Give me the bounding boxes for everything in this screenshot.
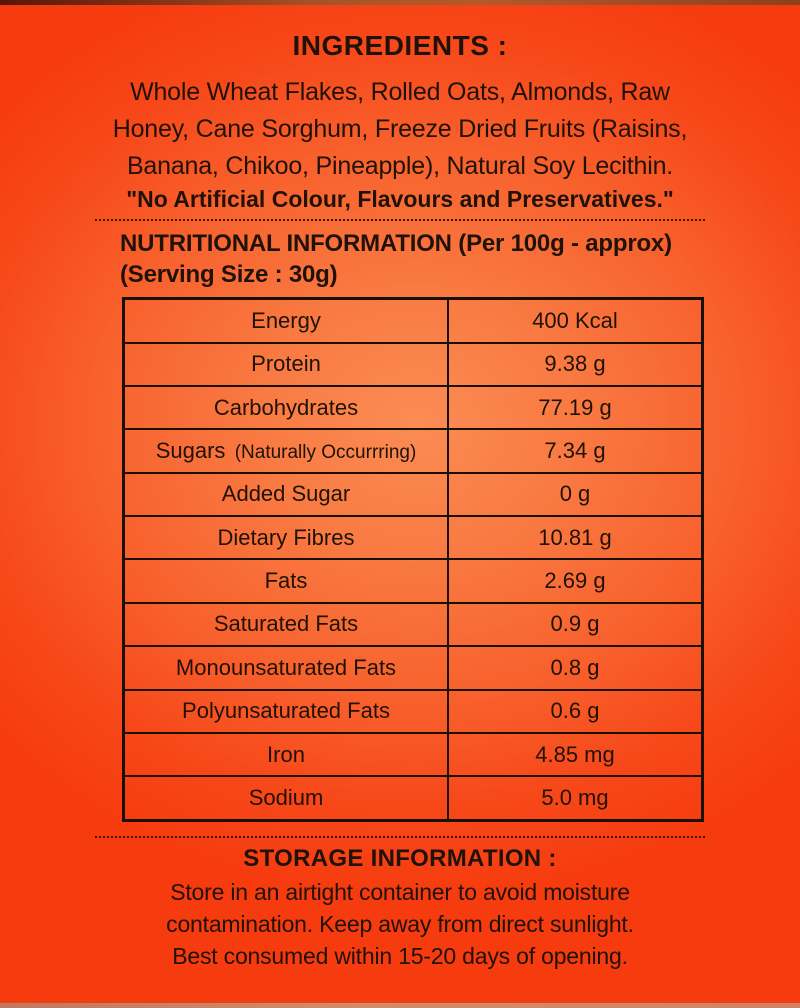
nutrient-label-note: (Naturally Occurrring) (229, 442, 417, 464)
nutrient-label: Carbohydrates (213, 394, 359, 420)
nutrient-label: Sugars (155, 438, 226, 464)
nutrient-label-cell: Polyunsaturated Fats (122, 688, 449, 734)
nutrient-label: Fats (264, 568, 308, 594)
nutrient-value-cell: 9.38 g (447, 341, 704, 388)
nutrition-table-body: Energy 400 Kcal Protein 9.38 g Carbohydr… (122, 297, 704, 822)
nutrient-value-cell: 0.8 g (447, 645, 704, 691)
dotted-divider (95, 836, 705, 838)
ingredients-line: Banana, Chikoo, Pineapple), Natural Soy … (126, 152, 674, 180)
nutrient-label: Polyunsaturated Fats (182, 698, 390, 724)
ingredients-heading: INGREDIENTS : (292, 30, 508, 61)
nutrient-label-cell: Monounsaturated Fats (122, 645, 449, 691)
no-additives-claim: "No Artificial Colour, Flavours and Pres… (126, 186, 674, 212)
nutrient-value-cell: 2.69 g (447, 558, 704, 604)
nutrient-label: Added Sugar (221, 481, 351, 507)
nutrient-label-cell: Carbohydrates (122, 384, 449, 431)
nutrient-label-cell: Iron (122, 731, 449, 778)
nutrient-label: Energy (251, 307, 321, 333)
storage-line: Store in an airtight container to avoid … (170, 879, 630, 905)
nutrient-label-cell: Dietary Fibres (122, 515, 449, 561)
nutrient-label: Protein (251, 351, 321, 377)
nutrient-label-cell: Sodium (122, 775, 449, 822)
ingredients-line: Honey, Cane Sorghum, Freeze Dried Fruits… (112, 115, 688, 143)
dotted-divider (95, 219, 705, 221)
table-row: Dietary Fibres 10.81 g (122, 515, 704, 561)
nutrient-value-cell: 0.9 g (447, 601, 704, 648)
nutrient-value-cell: 0 g (447, 471, 704, 518)
nutrient-label: Monounsaturated Fats (175, 654, 397, 680)
nutrient-label-cell: Protein (122, 341, 449, 388)
storage-line: contamination. Keep away from direct sun… (166, 911, 634, 937)
top-edge-strip (0, 0, 800, 5)
nutrient-value-cell: 400 Kcal (447, 297, 704, 344)
ingredients-line: Whole Wheat Flakes, Rolled Oats, Almonds… (130, 78, 670, 106)
nutrient-label-cell: Fats (122, 558, 449, 604)
storage-heading: STORAGE INFORMATION : (243, 845, 557, 872)
nutrition-heading-line1: NUTRITIONAL INFORMATION (Per 100g - appr… (120, 230, 672, 257)
nutrient-label-cell: Sugars (Naturally Occurrring) (122, 428, 449, 474)
nutrient-label-cell: Energy (122, 297, 449, 344)
nutrient-label-cell: Saturated Fats (122, 601, 449, 648)
table-row: Monounsaturated Fats 0.8 g (122, 645, 704, 691)
table-row: Protein 9.38 g (122, 341, 704, 388)
nutrient-value-cell: 10.81 g (447, 515, 704, 561)
nutrition-heading-line2: (Serving Size : 30g) (120, 261, 338, 288)
nutrient-label: Iron (267, 741, 305, 767)
nutrient-label-cell: Added Sugar (122, 471, 449, 518)
nutrition-table: Energy 400 Kcal Protein 9.38 g Carbohydr… (122, 297, 704, 822)
nutrient-label: Sodium (248, 785, 324, 811)
table-row: Saturated Fats 0.9 g (122, 601, 704, 648)
table-row: Fats 2.69 g (122, 558, 704, 604)
nutrient-value-cell: 0.6 g (447, 688, 704, 734)
table-row: Added Sugar 0 g (122, 471, 704, 518)
nutrient-label: Dietary Fibres (217, 524, 355, 550)
nutrient-value-cell: 4.85 mg (447, 731, 704, 778)
table-row: Sugars (Naturally Occurrring) 7.34 g (122, 428, 704, 474)
bottom-edge-strip (0, 1003, 800, 1008)
table-row: Sodium 5.0 mg (122, 775, 704, 822)
nutrient-value-cell: 5.0 mg (447, 775, 704, 822)
table-row: Polyunsaturated Fats 0.6 g (122, 688, 704, 734)
nutrient-label: Saturated Fats (213, 611, 359, 637)
nutrient-value-cell: 77.19 g (447, 384, 704, 431)
nutrient-value-cell: 7.34 g (447, 428, 704, 474)
table-row: Energy 400 Kcal (122, 297, 704, 344)
table-row: Carbohydrates 77.19 g (122, 384, 704, 431)
storage-line: Best consumed within 15-20 days of openi… (172, 943, 628, 969)
table-row: Iron 4.85 mg (122, 731, 704, 778)
